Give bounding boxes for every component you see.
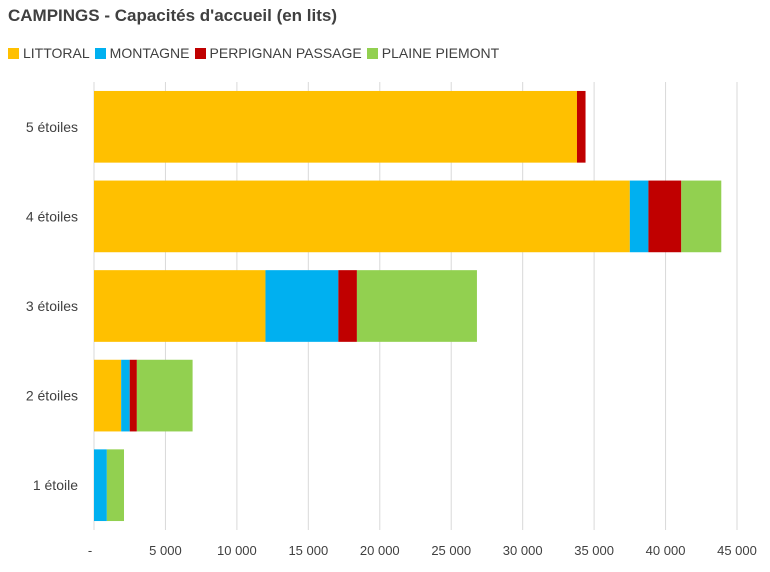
bar-segment-perpignan-passage — [576, 90, 586, 163]
bar-segment-perpignan-passage — [129, 359, 137, 432]
legend-label: LITTORAL — [23, 45, 90, 61]
bar-segment-littoral — [94, 270, 266, 342]
legend-item-plaine-piemont: PLAINE PIEMONT — [366, 45, 500, 61]
legend-swatch — [8, 47, 19, 59]
legend-label: MONTAGNE — [109, 45, 190, 61]
legend-label: PLAINE PIEMONT — [381, 45, 500, 61]
bar-segment-perpignan-passage — [338, 270, 357, 342]
bar-segment-littoral — [94, 180, 630, 253]
x-tick-label: 35 000 — [574, 543, 614, 558]
x-tick-label: 20 000 — [360, 543, 400, 558]
bar-segment-littoral — [94, 90, 577, 163]
chart-legend: LITTORAL MONTAGNE PERPIGNAN PASSAGE PLAINE … — [8, 45, 504, 61]
bar-segment-perpignan-passage — [648, 180, 682, 253]
legend-swatch — [194, 47, 206, 59]
x-tick-label: 30 000 — [503, 543, 543, 558]
chart-title: CAMPINGS - Capacités d'accueil (en lits) — [8, 6, 338, 25]
legend-item-perpignan-passage: PERPIGNAN PASSAGE — [194, 45, 362, 61]
category-label: 2 étoiles — [26, 388, 78, 404]
bar-segment-littoral — [94, 359, 122, 432]
bar-segment-montagne — [629, 180, 649, 253]
x-tick-label: - — [88, 543, 92, 558]
legend-item-littoral: LITTORAL — [8, 45, 90, 61]
x-tick-label: 5 000 — [149, 543, 182, 558]
x-tick-label: 10 000 — [217, 543, 257, 558]
category-label: 3 étoiles — [26, 298, 78, 314]
legend-label: PERPIGNAN PASSAGE — [209, 45, 362, 61]
category-label: 1 étoile — [33, 477, 78, 493]
bar-segment-plaine-piemont — [681, 180, 722, 253]
category-label: 4 étoiles — [26, 208, 78, 224]
bar-segment-montagne — [121, 359, 130, 432]
bar-segment-plaine-piemont — [136, 359, 193, 432]
legend-swatch — [94, 47, 106, 59]
bar-segment-montagne — [265, 270, 339, 342]
x-tick-label: 40 000 — [646, 543, 686, 558]
bar-segment-plaine-piemont — [356, 270, 477, 342]
bar-segment-plaine-piemont — [106, 449, 125, 522]
category-label: 5 étoiles — [26, 119, 78, 135]
x-tick-label: 15 000 — [288, 543, 328, 558]
legend-swatch — [366, 47, 378, 59]
x-tick-label: 45 000 — [717, 543, 757, 558]
bar-segment-montagne — [94, 449, 107, 522]
legend-item-montagne: MONTAGNE — [94, 45, 190, 61]
x-tick-label: 25 000 — [431, 543, 471, 558]
